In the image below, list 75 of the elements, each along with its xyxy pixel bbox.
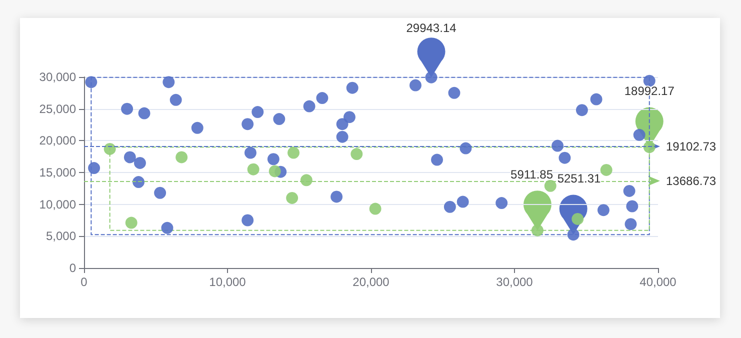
point: [626, 200, 638, 212]
x-tick-label: 20,000: [352, 275, 390, 289]
point: [633, 128, 646, 141]
point: [316, 92, 328, 104]
point: [531, 224, 544, 236]
x-tick-label: 30,000: [496, 275, 534, 289]
point: [600, 164, 612, 176]
point: [343, 111, 356, 124]
ref-line-label: 19102.73: [666, 139, 716, 154]
point: [558, 152, 571, 164]
point: [456, 196, 469, 208]
annotation: 5911.85: [510, 167, 554, 182]
point: [623, 184, 636, 197]
point: [350, 148, 363, 160]
point: [448, 86, 460, 99]
y-tick-label: 10,000: [39, 197, 76, 212]
point: [244, 146, 256, 159]
point: [267, 153, 280, 166]
point: [544, 180, 556, 192]
y-tick-label: 5,000: [46, 229, 76, 244]
y-tick-label: 0: [69, 261, 76, 275]
point: [460, 142, 472, 154]
x-tick-label: 40,000: [640, 275, 677, 289]
point: [496, 197, 508, 210]
point: [288, 146, 300, 159]
point: [104, 142, 116, 155]
x-tick-label: 10,000: [209, 275, 246, 289]
point: [336, 130, 348, 143]
point: [273, 113, 286, 126]
point: [346, 82, 358, 94]
point: [597, 204, 610, 216]
point: [162, 76, 175, 88]
point: [425, 71, 438, 84]
point: [242, 118, 254, 130]
point: [132, 176, 145, 188]
point: [444, 200, 456, 213]
point: [552, 140, 564, 152]
point: [268, 165, 281, 178]
point: [247, 163, 260, 176]
ref-line-label: 13686.73: [666, 174, 716, 188]
point: [336, 118, 348, 130]
point: [252, 106, 264, 118]
point: [85, 76, 98, 88]
point: [88, 162, 100, 174]
point: [431, 154, 444, 166]
point: [624, 218, 637, 230]
y-tick-label: 30,000: [39, 70, 76, 84]
point: [170, 94, 182, 106]
point: [176, 151, 188, 164]
point: [134, 156, 146, 169]
point: [191, 122, 204, 134]
point: [567, 228, 580, 241]
point: [138, 107, 150, 120]
y-tick-label: 25,000: [39, 102, 76, 116]
annotation: 18992.17: [624, 84, 675, 98]
x-tick-label: 0: [80, 275, 88, 289]
point: [125, 216, 138, 229]
point: [409, 79, 422, 92]
y-tick-label: 15,000: [39, 166, 76, 180]
point: [286, 192, 298, 204]
point: [154, 186, 166, 199]
point: [121, 102, 134, 115]
point: [369, 202, 382, 215]
point: [303, 100, 316, 112]
text: 29943.14: [406, 21, 457, 35]
point: [330, 190, 343, 203]
point: [300, 174, 312, 186]
point: [242, 214, 254, 226]
point: [643, 141, 656, 154]
y-tick-label: 20,000: [39, 134, 76, 148]
point: [590, 93, 602, 106]
point: [576, 104, 588, 116]
point: [124, 151, 136, 164]
point: [161, 222, 174, 234]
point: [643, 74, 656, 87]
